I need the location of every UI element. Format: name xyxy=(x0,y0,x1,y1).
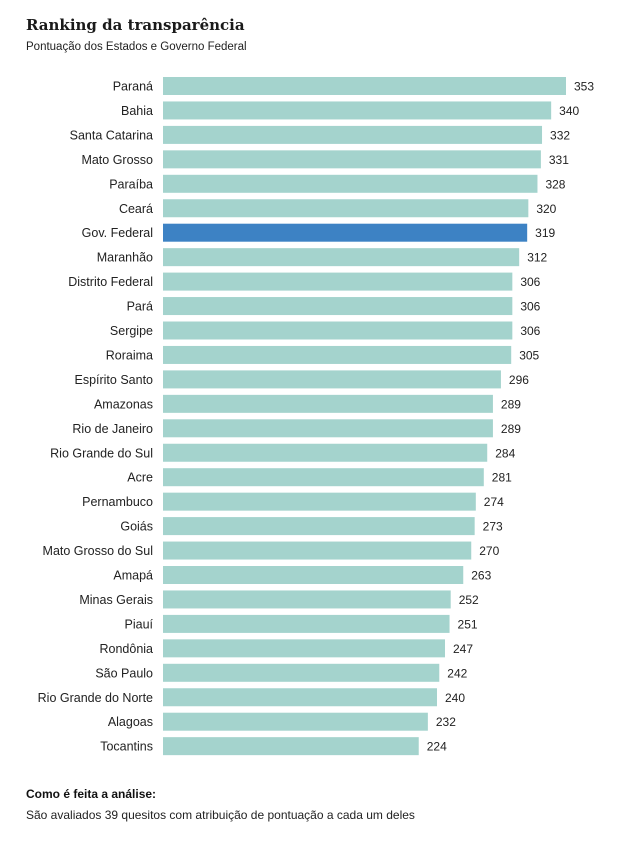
bar xyxy=(163,737,419,756)
value-label: 312 xyxy=(527,251,547,265)
category-label: Rio Grande do Sul xyxy=(50,446,153,460)
value-label: 306 xyxy=(520,324,540,338)
bar xyxy=(163,77,566,95)
category-label: Bahia xyxy=(121,104,153,118)
value-label: 224 xyxy=(427,740,447,754)
bar xyxy=(163,272,513,291)
bar xyxy=(163,101,552,120)
bar xyxy=(163,688,437,707)
value-label: 331 xyxy=(549,153,569,167)
bar xyxy=(163,712,428,731)
value-label: 251 xyxy=(458,617,478,631)
bar xyxy=(163,248,520,267)
value-label: 242 xyxy=(447,666,467,680)
bar xyxy=(163,590,451,609)
bar xyxy=(163,468,484,487)
bar xyxy=(163,125,543,144)
value-label: 289 xyxy=(501,397,521,411)
value-label: 274 xyxy=(484,495,504,509)
bar xyxy=(163,419,493,438)
value-label: 281 xyxy=(492,471,512,485)
category-label: Ceará xyxy=(119,202,153,216)
value-label: 273 xyxy=(483,520,503,534)
value-label: 306 xyxy=(520,275,540,289)
bar-chart: Paraná 353 Bahia 340 Santa Catarina 332 Mato G… xyxy=(38,77,594,756)
category-label: Sergipe xyxy=(110,324,153,338)
category-label: Maranhão xyxy=(97,251,153,265)
bar xyxy=(163,345,512,364)
category-label: Pará xyxy=(127,300,153,314)
bar xyxy=(163,199,529,218)
value-label: 306 xyxy=(520,300,540,314)
category-label: Gov. Federal xyxy=(82,226,153,240)
bar xyxy=(163,370,501,389)
value-label: 332 xyxy=(550,128,570,142)
bar xyxy=(163,566,464,584)
category-label: Goiás xyxy=(120,520,153,534)
chart-title: Ranking da transparência xyxy=(26,16,245,34)
bar xyxy=(163,297,513,316)
value-label: 289 xyxy=(501,422,521,436)
category-label: Rio de Janeiro xyxy=(72,422,153,436)
bar xyxy=(163,639,445,658)
value-label: 328 xyxy=(545,177,565,191)
category-label: Amazonas xyxy=(94,397,153,411)
category-label: Piauí xyxy=(125,617,154,631)
category-label: Roraima xyxy=(106,348,153,362)
value-label: 232 xyxy=(436,715,456,729)
category-label: Paraná xyxy=(113,80,153,94)
category-label: Distrito Federal xyxy=(68,275,153,289)
bar xyxy=(163,174,538,193)
category-label: Alagoas xyxy=(108,715,153,729)
category-label: Amapá xyxy=(113,569,153,583)
value-label: 284 xyxy=(495,446,515,460)
bar xyxy=(163,541,472,560)
bar xyxy=(163,150,541,169)
category-label: Rondônia xyxy=(99,642,153,656)
category-label: Paraíba xyxy=(109,177,153,191)
value-label: 319 xyxy=(535,226,555,240)
category-label: Minas Gerais xyxy=(79,593,153,607)
category-label: Acre xyxy=(127,471,153,485)
bar xyxy=(163,492,476,511)
bar xyxy=(163,321,513,340)
bar-highlight xyxy=(163,223,528,242)
bar xyxy=(163,394,493,413)
bar xyxy=(163,614,450,633)
value-label: 353 xyxy=(574,80,594,94)
value-label: 263 xyxy=(471,569,491,583)
value-label: 247 xyxy=(453,642,473,656)
value-label: 252 xyxy=(459,593,479,607)
bar xyxy=(163,443,488,462)
bar xyxy=(163,663,440,682)
value-label: 340 xyxy=(559,104,579,118)
value-label: 296 xyxy=(509,373,529,387)
methodology-text: São avaliados 39 quesitos com atribuição… xyxy=(26,808,415,822)
chart-subtitle: Pontuação dos Estados e Governo Federal xyxy=(26,41,247,53)
category-label: Mato Grosso xyxy=(81,153,153,167)
methodology-title: Como é feita a análise: xyxy=(26,787,157,801)
value-label: 305 xyxy=(519,348,539,362)
category-label: Pernambuco xyxy=(82,495,153,509)
value-label: 270 xyxy=(479,544,499,558)
category-label: Tocantins xyxy=(100,740,153,754)
category-label: Rio Grande do Norte xyxy=(38,691,153,705)
category-label: Espírito Santo xyxy=(74,373,153,387)
value-label: 240 xyxy=(445,691,465,705)
category-label: Mato Grosso do Sul xyxy=(43,544,153,558)
category-label: São Paulo xyxy=(95,666,153,680)
category-label: Santa Catarina xyxy=(70,128,153,142)
bar xyxy=(163,517,475,536)
value-label: 320 xyxy=(536,202,556,216)
